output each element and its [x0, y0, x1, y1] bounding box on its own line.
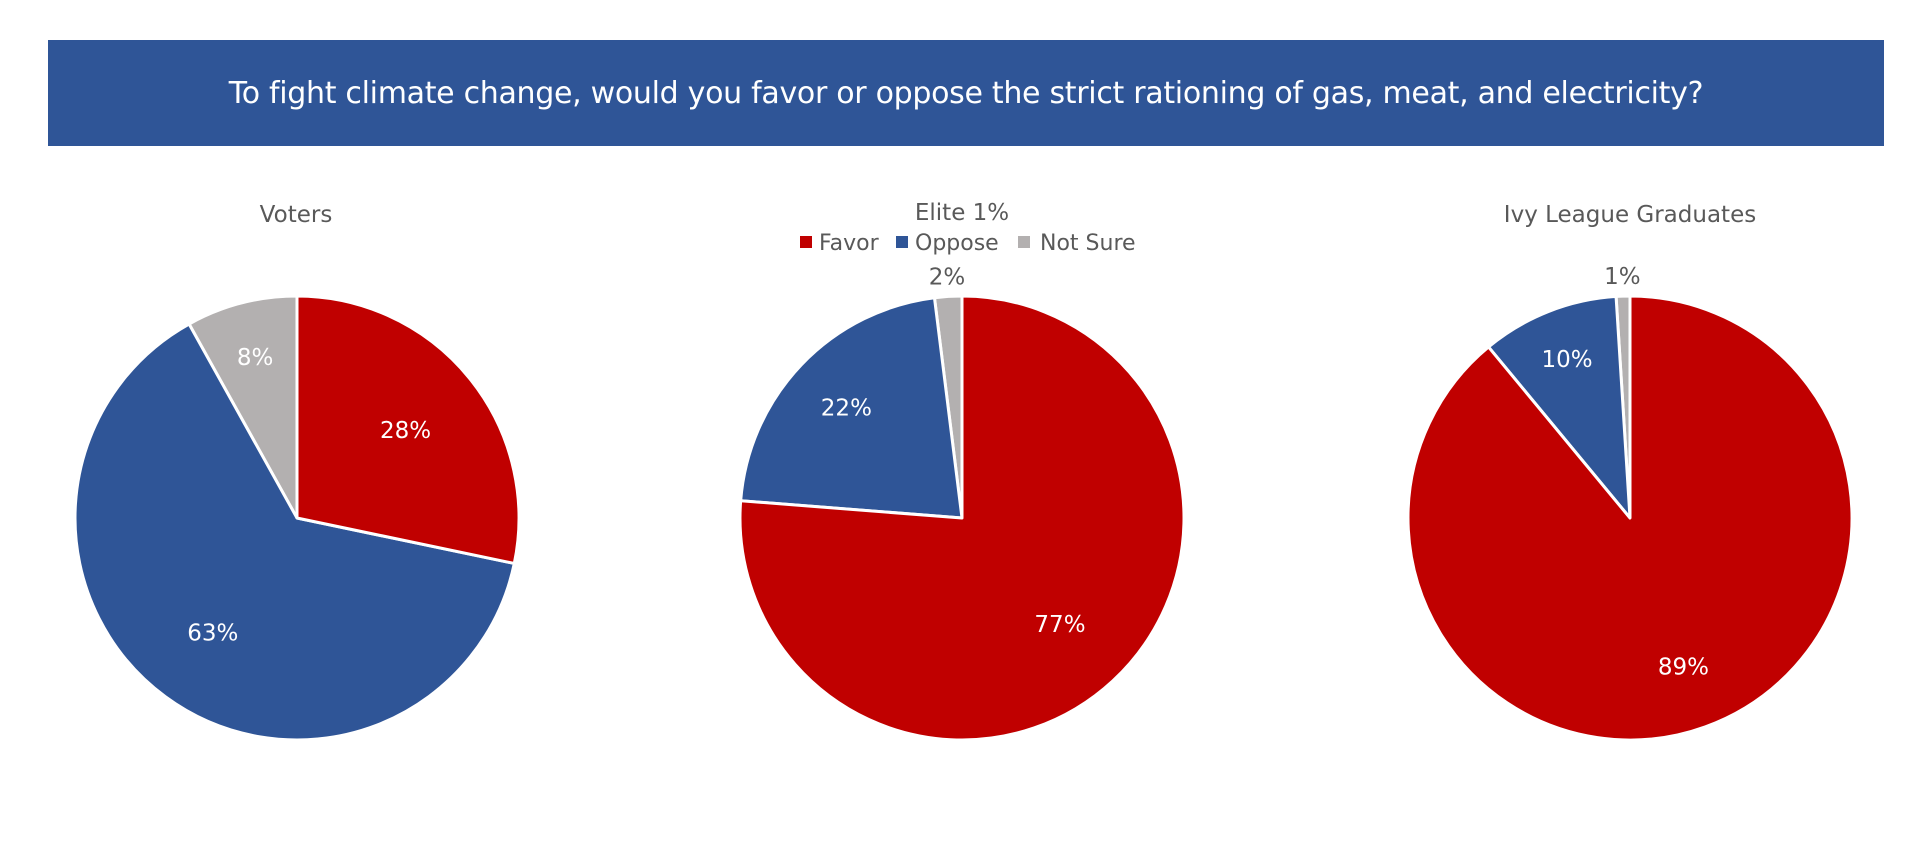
question-banner: To fight climate change, would you favor… — [48, 40, 1884, 146]
elite-label-oppose: 22% — [821, 396, 872, 422]
voters-slice-favor — [295, 294, 521, 565]
elite-chart-title: Elite 1% — [915, 200, 1009, 226]
voters-label-not-sure: 8% — [237, 345, 274, 371]
voters-label-favor: 28% — [380, 418, 431, 444]
ivy-league-slice-favor — [1406, 294, 1854, 742]
ivy-league-slice-oppose — [1486, 294, 1632, 520]
voters-pie-chart: Voters 28% 63% 8% — [73, 202, 521, 742]
legend-swatch-not-sure — [1018, 236, 1030, 248]
ivy-league-label-not-sure: 1% — [1604, 264, 1641, 290]
voters-slice-oppose — [73, 322, 516, 742]
legend-swatch-oppose — [896, 236, 908, 248]
legend-swatch-favor — [800, 236, 812, 248]
elite-slice-favor — [738, 294, 1186, 742]
elite-label-favor: 77% — [1034, 612, 1085, 638]
ivy-league-label-favor: 89% — [1658, 654, 1709, 680]
ivy-league-chart-title: Ivy League Graduates — [1504, 202, 1756, 228]
question-title: To fight climate change, would you favor… — [228, 75, 1704, 111]
elite-label-not-sure: 2% — [929, 264, 966, 290]
elite-slice-oppose — [739, 296, 964, 520]
elite-pie-chart: Elite 1% Favor Oppose Not Sure 77% 22% 2% — [738, 200, 1186, 742]
legend: Favor Oppose Not Sure — [800, 231, 1136, 256]
voters-slice-not-sure — [187, 294, 299, 520]
ivy-league-pie-chart: Ivy League Graduates 89% 10% 1% — [1406, 202, 1854, 742]
legend-label-not-sure: Not Sure — [1040, 231, 1136, 256]
voters-chart-title: Voters — [260, 202, 333, 228]
legend-label-favor: Favor — [819, 231, 880, 256]
voters-label-oppose: 63% — [187, 620, 238, 646]
ivy-league-label-oppose: 10% — [1542, 347, 1593, 373]
legend-label-oppose: Oppose — [915, 231, 999, 256]
